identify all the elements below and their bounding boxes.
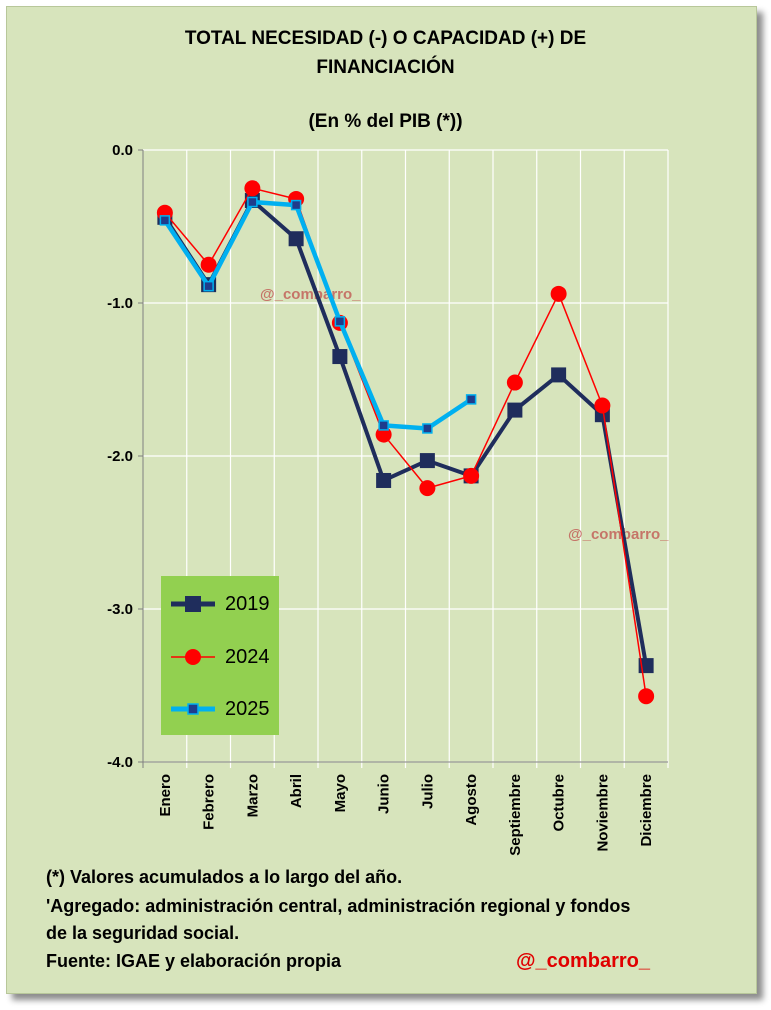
data-point bbox=[419, 480, 436, 497]
data-point bbox=[638, 688, 655, 705]
data-point bbox=[507, 402, 523, 418]
data-point bbox=[332, 349, 348, 365]
legend-swatch-2025 bbox=[171, 703, 215, 715]
footnote-aggregate: 'Agregado: administración central, admin… bbox=[46, 896, 631, 916]
data-point bbox=[159, 215, 171, 226]
series-2024 bbox=[156, 180, 655, 705]
x-tick-label: Mayo bbox=[332, 774, 349, 812]
footnote-aggregate-cont: de la seguridad social. bbox=[46, 923, 240, 943]
y-tick-label: -1.0 bbox=[107, 295, 133, 312]
x-tick-label: Enero bbox=[157, 774, 174, 817]
data-point bbox=[244, 180, 261, 197]
x-tick-label: Octubre bbox=[551, 774, 568, 832]
legend-label-2024: 2024 bbox=[225, 646, 270, 668]
x-tick-label: Abril bbox=[288, 774, 305, 808]
series-line-2025 bbox=[163, 199, 473, 431]
data-point bbox=[551, 367, 567, 383]
x-tick-label: Marzo bbox=[244, 774, 261, 817]
watermark-upper: @_combarro_ bbox=[260, 286, 361, 303]
data-point bbox=[290, 199, 302, 211]
data-point bbox=[594, 397, 611, 414]
data-point bbox=[550, 285, 567, 302]
legend-item-2024: 2024 bbox=[169, 642, 279, 672]
data-point bbox=[422, 423, 433, 434]
grid bbox=[138, 149, 669, 768]
legend-label-2019: 2019 bbox=[225, 593, 270, 615]
x-tick-label: Noviembre bbox=[594, 774, 611, 852]
legend-item-2019: 2019 bbox=[169, 589, 279, 619]
legend-item-2025: 2025 bbox=[169, 694, 279, 724]
watermark-lower: @_combarro_ bbox=[568, 526, 669, 543]
x-tick-label: Diciembre bbox=[638, 774, 655, 847]
chart-title-line2: FINANCIACIÓN bbox=[316, 57, 455, 78]
data-point bbox=[378, 420, 389, 431]
series-2025 bbox=[159, 196, 477, 434]
data-point bbox=[247, 196, 258, 208]
footnote-cumulative: (*) Valores acumulados a lo largo del añ… bbox=[46, 867, 403, 887]
chart-subtitle: (En % del PIB (*)) bbox=[308, 111, 463, 132]
data-point bbox=[334, 316, 346, 327]
chart-frame bbox=[6, 6, 757, 994]
data-point bbox=[465, 394, 477, 405]
x-tick-label: Julio bbox=[419, 774, 436, 809]
legend-swatch-2019 bbox=[171, 596, 215, 612]
data-point bbox=[203, 280, 214, 292]
y-tick-label: -2.0 bbox=[107, 448, 133, 465]
data-point bbox=[419, 453, 435, 469]
y-tick-label: 0.0 bbox=[112, 142, 133, 159]
legend-label-2025: 2025 bbox=[225, 698, 270, 720]
y-axis-ticks: 0.0 -1.0 -2.0 -3.0 -4.0 bbox=[107, 142, 133, 771]
footnote-source: Fuente: IGAE y elaboración propia bbox=[46, 951, 342, 971]
y-tick-label: -3.0 bbox=[107, 601, 133, 618]
legend: 2019 2024 2025 bbox=[161, 576, 279, 735]
x-tick-label: Septiembre bbox=[507, 774, 524, 856]
data-point bbox=[288, 231, 304, 247]
x-tick-label: Febrero bbox=[201, 774, 218, 830]
series-line-2024 bbox=[164, 187, 647, 697]
data-point bbox=[463, 467, 480, 484]
y-tick-label: -4.0 bbox=[107, 754, 133, 771]
legend-swatch-2024 bbox=[171, 649, 215, 665]
data-point bbox=[376, 472, 392, 488]
chart-title-line1: TOTAL NECESIDAD (-) O CAPACIDAD (+) DE bbox=[184, 28, 587, 49]
series bbox=[156, 180, 655, 705]
x-tick-label: Junio bbox=[376, 774, 393, 814]
x-axis-ticks: Enero Febrero Marzo Abril Mayo Junio Julio Agos… bbox=[157, 774, 655, 856]
x-tick-label: Agosto bbox=[463, 774, 480, 826]
data-point bbox=[506, 374, 523, 391]
data-point bbox=[200, 256, 217, 273]
author-handle: @_combarro_ bbox=[516, 950, 650, 972]
